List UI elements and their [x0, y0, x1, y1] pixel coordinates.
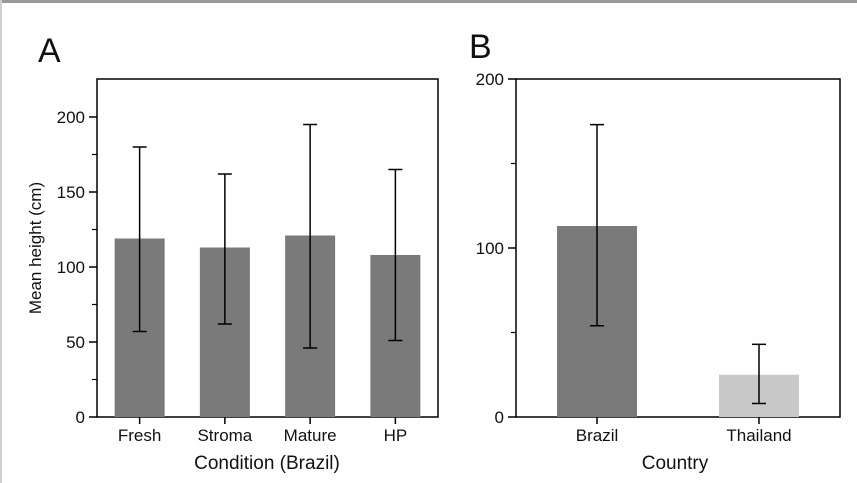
x-tick-label: Fresh [118, 426, 161, 445]
y-tick-label: 200 [57, 108, 85, 127]
panel-a-label: A [38, 32, 61, 70]
panel-a-x-axis-title: Condition (Brazil) [194, 453, 340, 474]
panel-b-label: B [469, 28, 492, 66]
panel-a-bars [114, 235, 421, 417]
panel-a-axes-frame [96, 78, 439, 418]
panel-a-error-bars [132, 123, 403, 349]
panel-b-y-ticks: 0 100 200 [476, 70, 516, 427]
y-tick-label: 150 [57, 183, 85, 202]
x-tick-label: Thailand [726, 426, 791, 445]
panel-a-y-axis-title: Mean height (cm) [26, 182, 45, 314]
panel-b-error-bars [590, 123, 766, 405]
panel-b-bars [557, 226, 799, 417]
x-tick-label: HP [384, 426, 408, 445]
panel-b: B 0 100 200 Brazil Thailand Country [469, 28, 841, 474]
left-border [0, 0, 2, 483]
y-tick-label: 0 [495, 408, 504, 427]
x-tick-label: Brazil [576, 426, 619, 445]
x-tick-label: Stroma [197, 426, 252, 445]
y-tick-label: 100 [57, 258, 85, 277]
top-border [0, 0, 857, 3]
panel-a-y-ticks: 0 50 100 150 200 [57, 108, 97, 427]
panel-b-x-axis-title: Country [642, 453, 709, 474]
y-tick-label: 100 [476, 239, 504, 258]
panel-a-x-ticks: Fresh Stroma Mature HP [118, 417, 407, 445]
panel-a: A 0 50 100 150 200 Fresh Stroma Mature HP Condi… [26, 32, 439, 474]
panel-b-x-ticks: Brazil Thailand [576, 417, 792, 445]
y-tick-label: 50 [66, 333, 85, 352]
y-tick-label: 0 [76, 408, 85, 427]
y-tick-label: 200 [476, 70, 504, 89]
x-tick-label: Mature [284, 426, 337, 445]
